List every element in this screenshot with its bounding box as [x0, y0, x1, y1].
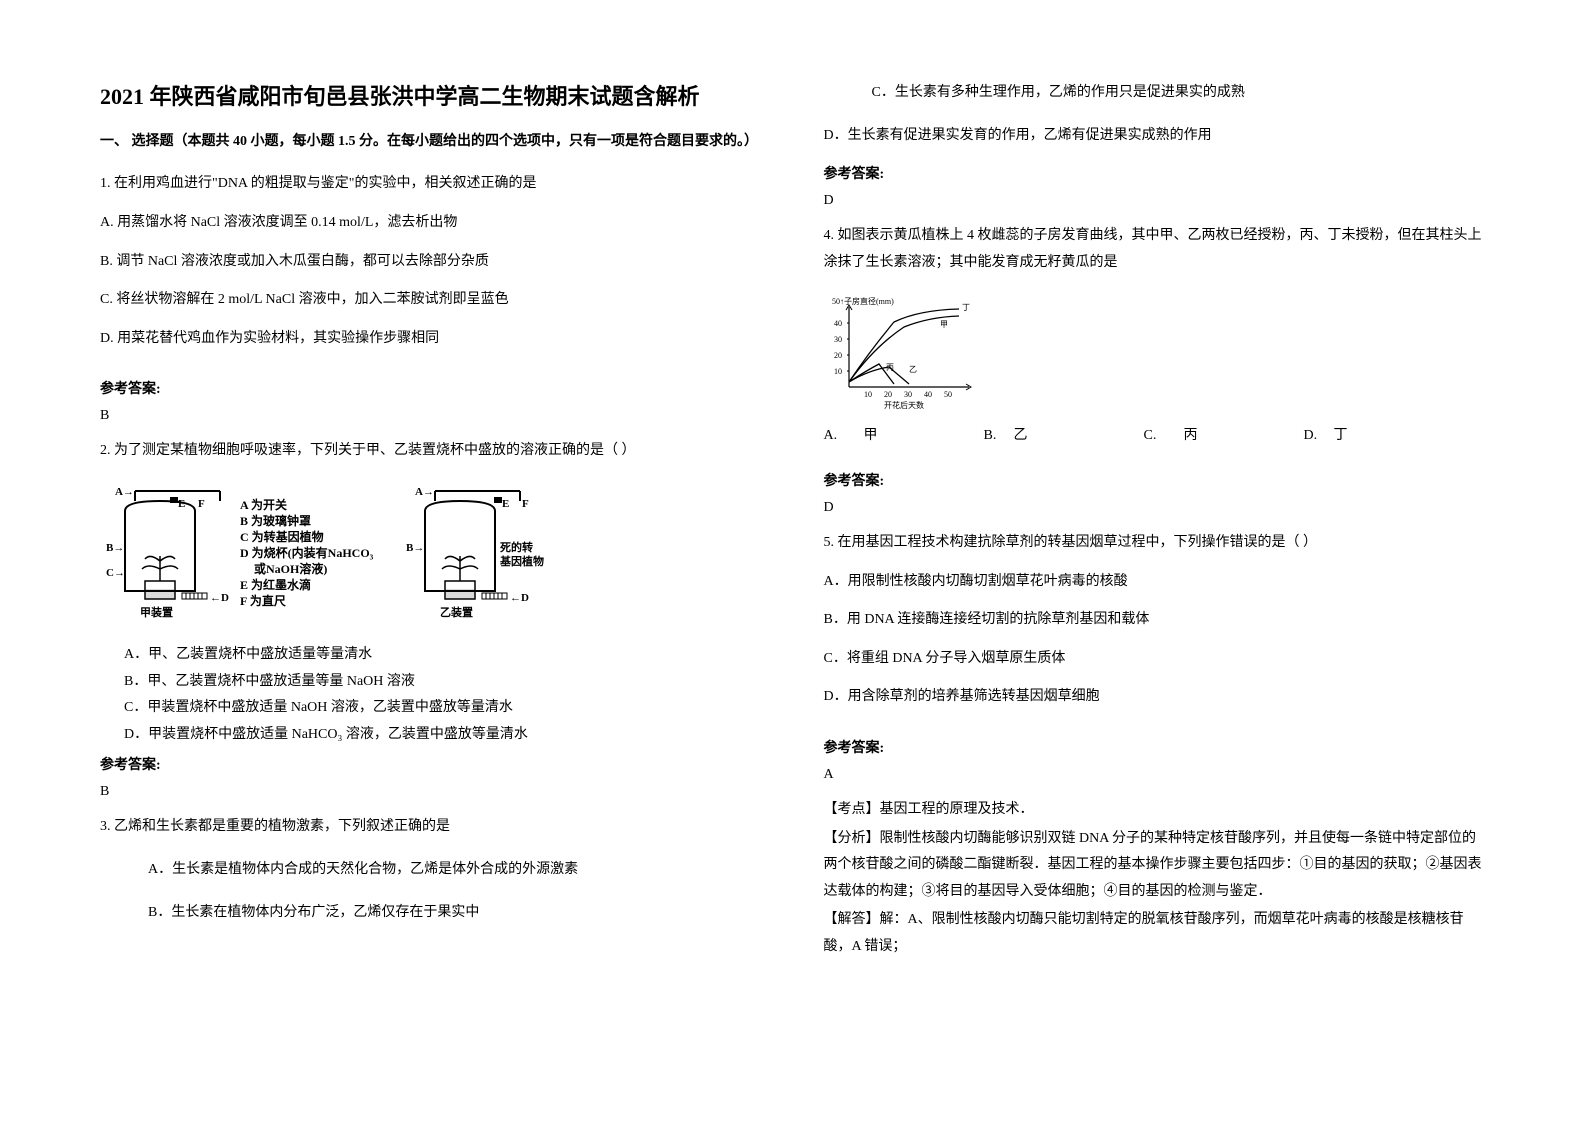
q3-opt-d: D．生长素有促进果实发育的作用，乙烯有促进果实成熟的作用: [824, 123, 1488, 150]
q5-opt-b: B．用 DNA 连接酶连接经切割的抗除草剂基因和载体: [824, 607, 1488, 634]
q5-kaodian: 【考点】基因工程的原理及技术．: [824, 797, 1488, 824]
fig-label-e: E 为红墨水滴: [240, 577, 311, 592]
q2-stem: 2. 为了测定某植物细胞呼吸速率，下列关于甲、乙装置烧杯中盛放的溶液正确的是（ …: [100, 438, 764, 465]
q4-opt-a-val: 甲: [864, 423, 984, 450]
q3-answer: D: [824, 193, 1488, 209]
q5-analysis: 【考点】基因工程的原理及技术． 【分析】限制性核酸内切酶能够识别双链 DNA 分…: [824, 797, 1488, 963]
svg-text:10: 10: [864, 390, 872, 399]
q4-opt-d-val: 丁: [1334, 423, 1348, 450]
question-1: 1. 在利用鸡血进行"DNA 的粗提取与鉴定"的实验中，相关叙述正确的是 A. …: [100, 171, 764, 354]
q3-answer-label: 参考答案:: [824, 163, 1488, 183]
page-title: 2021 年陕西省咸阳市旬邑县张洪中学高二生物期末试题含解析: [100, 80, 764, 113]
q5-opt-a: A．用限制性核酸内切酶切割烟草花叶病毒的核酸: [824, 569, 1488, 596]
q4-opt-c-val: 丙: [1184, 423, 1304, 450]
q2-opt-c: C．甲装置烧杯中盛放适量 NaOH 溶液，乙装置中盛放等量清水: [124, 695, 764, 722]
fig-label-b: B 为玻璃钟罩: [240, 513, 311, 528]
svg-text:40: 40: [834, 319, 842, 328]
fig-label-d1: D 为烧杯(内装有NaHCO₃: [240, 545, 374, 560]
svg-text:E: E: [502, 498, 509, 510]
chart-x-label: 开花后天数: [884, 400, 924, 410]
q2-figure: A→ E F B→ C→: [100, 481, 764, 636]
q1-stem: 1. 在利用鸡血进行"DNA 的粗提取与鉴定"的实验中，相关叙述正确的是: [100, 171, 764, 198]
q1-opt-b: B. 调节 NaCl 溶液浓度或加入木瓜蛋白酶，都可以去除部分杂质: [100, 249, 764, 276]
left-column: 2021 年陕西省咸阳市旬邑县张洪中学高二生物期末试题含解析 一、 选择题（本题…: [100, 80, 764, 1082]
svg-text:20: 20: [884, 390, 892, 399]
svg-text:20: 20: [834, 351, 842, 360]
q2-opt-b: B．甲、乙装置烧杯中盛放适量等量 NaOH 溶液: [124, 669, 764, 696]
svg-text:B→: B→: [106, 542, 124, 554]
svg-text:10: 10: [834, 367, 842, 376]
svg-text:丁: 丁: [962, 303, 970, 312]
chart-y-label: 50↑子房直径(mm): [832, 296, 894, 306]
question-2: 2. 为了测定某植物细胞呼吸速率，下列关于甲、乙装置烧杯中盛放的溶液正确的是（ …: [100, 438, 764, 467]
q5-opt-c: C．将重组 DNA 分子导入烟草原生质体: [824, 646, 1488, 673]
q4-opt-c-label: C.: [1144, 423, 1184, 450]
fig-left-caption: 甲装置: [140, 605, 173, 619]
svg-text:30: 30: [904, 390, 912, 399]
svg-text:丙: 丙: [886, 363, 894, 372]
question-3-cont: C．生长素有多种生理作用，乙烯的作用只是促进果实的成熟 D．生长素有促进果实发育…: [824, 80, 1488, 151]
q1-answer-label: 参考答案:: [100, 378, 764, 398]
q1-answer: B: [100, 408, 764, 424]
svg-text:C→: C→: [106, 567, 125, 579]
q2-answer-label: 参考答案:: [100, 754, 764, 774]
q2-opt-a: A．甲、乙装置烧杯中盛放适量等量清水: [124, 642, 764, 669]
svg-text:←D: ←D: [210, 592, 229, 604]
question-4: 4. 如图表示黄瓜植株上 4 枚雌蕊的子房发育曲线，其中甲、乙两枚已经授粉，丙、…: [824, 223, 1488, 278]
svg-text:30: 30: [834, 335, 842, 344]
fig-right-label1: 死的转: [500, 540, 533, 554]
q4-opt-a-label: A.: [824, 423, 864, 450]
svg-text:F: F: [522, 498, 529, 510]
question-5: 5. 在用基因工程技术构建抗除草剂的转基因烟草过程中，下列操作错误的是（ ） A…: [824, 530, 1488, 713]
right-column: C．生长素有多种生理作用，乙烯的作用只是促进果实的成熟 D．生长素有促进果实发育…: [824, 80, 1488, 1082]
q1-opt-c: C. 将丝状物溶解在 2 mol/L NaCl 溶液中，加入二苯胺试剂即呈蓝色: [100, 287, 764, 314]
q5-answer: A: [824, 767, 1488, 783]
q3-opt-b: B．生长素在植物体内分布广泛，乙烯仅存在于果实中: [148, 900, 764, 927]
q2-options: A．甲、乙装置烧杯中盛放适量等量清水 B．甲、乙装置烧杯中盛放适量等量 NaOH…: [124, 642, 764, 748]
q4-opt-b-val: 乙: [1014, 423, 1144, 450]
q5-stem: 5. 在用基因工程技术构建抗除草剂的转基因烟草过程中，下列操作错误的是（ ）: [824, 530, 1488, 557]
section-heading: 一、 选择题（本题共 40 小题，每小题 1.5 分。在每小题给出的四个选项中，…: [100, 131, 764, 153]
q4-answer-label: 参考答案:: [824, 470, 1488, 490]
q3-opt-a: A．生长素是植物体内合成的天然化合物，乙烯是体外合成的外源激素: [148, 857, 764, 884]
q4-opt-d-label: D.: [1304, 423, 1334, 450]
svg-text:A→: A→: [115, 486, 134, 498]
q4-chart: 50↑子房直径(mm) 10 20 30 40 10 20 30 40 50 开…: [824, 292, 1488, 417]
q4-opt-b-label: B.: [984, 423, 1014, 450]
q5-opt-d: D．用含除草剂的培养基筛选转基因烟草细胞: [824, 684, 1488, 711]
svg-text:甲: 甲: [940, 320, 948, 329]
fig-label-f: F 为直尺: [240, 593, 286, 608]
fig-right-label2: 基因植物: [499, 554, 544, 568]
svg-text:50: 50: [944, 390, 952, 399]
q1-opt-a: A. 用蒸馏水将 NaCl 溶液浓度调至 0.14 mol/L，滤去析出物: [100, 210, 764, 237]
fig-right-caption: 乙装置: [440, 605, 473, 619]
q4-stem: 4. 如图表示黄瓜植株上 4 枚雌蕊的子房发育曲线，其中甲、乙两枚已经授粉，丙、…: [824, 223, 1488, 276]
q4-options: A. 甲 B. 乙 C. 丙 D. 丁: [824, 423, 1488, 450]
q5-fenxi: 【分析】限制性核酸内切酶能够识别双链 DNA 分子的某种特定核苷酸序列，并且使每…: [824, 826, 1488, 906]
q1-opt-d: D. 用菜花替代鸡血作为实验材料，其实验操作步骤相同: [100, 326, 764, 353]
svg-text:←D: ←D: [510, 592, 529, 604]
fig-label-a: A 为开关: [240, 497, 287, 512]
svg-text:乙: 乙: [909, 365, 917, 374]
q5-jieda: 【解答】解：A、限制性核酸内切酶只能切割特定的脱氧核苷酸序列，而烟草花叶病毒的核…: [824, 907, 1488, 960]
fig-label-d2: 或NaOH溶液): [254, 561, 327, 576]
svg-text:A→: A→: [415, 486, 434, 498]
q5-answer-label: 参考答案:: [824, 737, 1488, 757]
fig-label-c: C 为转基因植物: [240, 529, 324, 544]
svg-text:B→: B→: [406, 542, 424, 554]
q3-opt-c: C．生长素有多种生理作用，乙烯的作用只是促进果实的成熟: [872, 80, 1488, 107]
q3-stem: 3. 乙烯和生长素都是重要的植物激素，下列叙述正确的是: [100, 814, 764, 841]
svg-text:E: E: [178, 498, 185, 510]
question-3: 3. 乙烯和生长素都是重要的植物激素，下列叙述正确的是 A．生长素是植物体内合成…: [100, 814, 764, 928]
q4-answer: D: [824, 500, 1488, 516]
svg-text:40: 40: [924, 390, 932, 399]
svg-text:F: F: [198, 498, 205, 510]
q2-opt-d: D．甲装置烧杯中盛放适量 NaHCO₃ 溶液，乙装置中盛放等量清水: [124, 722, 764, 749]
q2-answer: B: [100, 784, 764, 800]
